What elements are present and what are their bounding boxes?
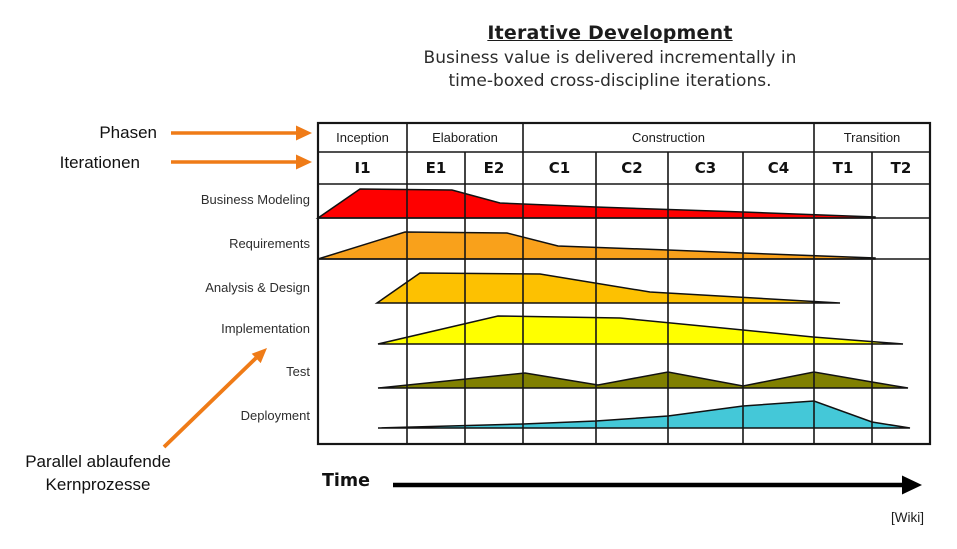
row-label-test: Test (286, 364, 310, 379)
title-block: Iterative Development Business value is … (270, 22, 950, 93)
iterations-annotation: Iterationen (59, 153, 140, 172)
subtitle-line-1: Business value is delivered incrementall… (423, 48, 797, 68)
iteration-c2: C2 (621, 159, 643, 177)
row-label-requirements: Requirements (229, 236, 310, 251)
phase-transition: Transition (843, 130, 901, 145)
iteration-c3: C3 (694, 159, 717, 177)
page-title: Iterative Development (487, 22, 733, 44)
phase-inception: Inception (336, 130, 389, 145)
time-axis-label: Time (322, 471, 371, 491)
analysis-design-hump (374, 272, 841, 304)
row-label-deployment: Deployment (240, 408, 310, 423)
iteration-c4: C4 (767, 159, 790, 177)
phases-arrow-icon (171, 125, 312, 141)
parallel-processes-annotation: Parallel ablaufende Kernprozesse (0, 450, 196, 496)
iteration-e1: E1 (425, 159, 447, 177)
source-credit: [Wiki] (891, 510, 924, 525)
parallel-processes-arrow-icon (162, 348, 267, 449)
table-border (316, 121, 932, 446)
row-label-implementation: Implementation (221, 321, 310, 336)
iteration-i1: I1 (354, 159, 371, 177)
subtitle-line-2: time-boxed cross-discipline iterations. (448, 71, 772, 91)
parallel-annotation-line-1: Parallel ablaufende (25, 452, 171, 471)
time-arrow-icon (393, 475, 922, 495)
iteration-t2: T2 (890, 159, 912, 177)
row-label-analysis-design: Analysis & Design (205, 280, 310, 295)
iteration-e2: E2 (483, 159, 505, 177)
phase-elaboration: Elaboration (432, 130, 498, 145)
iteration-c1: C1 (548, 159, 571, 177)
phase-construction: Construction (632, 130, 705, 145)
iterations-arrow-icon (171, 154, 312, 170)
row-label-business-modeling: Business Modeling (200, 192, 310, 207)
parallel-annotation-line-2: Kernprozesse (45, 475, 151, 494)
phases-annotation: Phasen (99, 123, 157, 142)
iteration-t1: T1 (832, 159, 854, 177)
